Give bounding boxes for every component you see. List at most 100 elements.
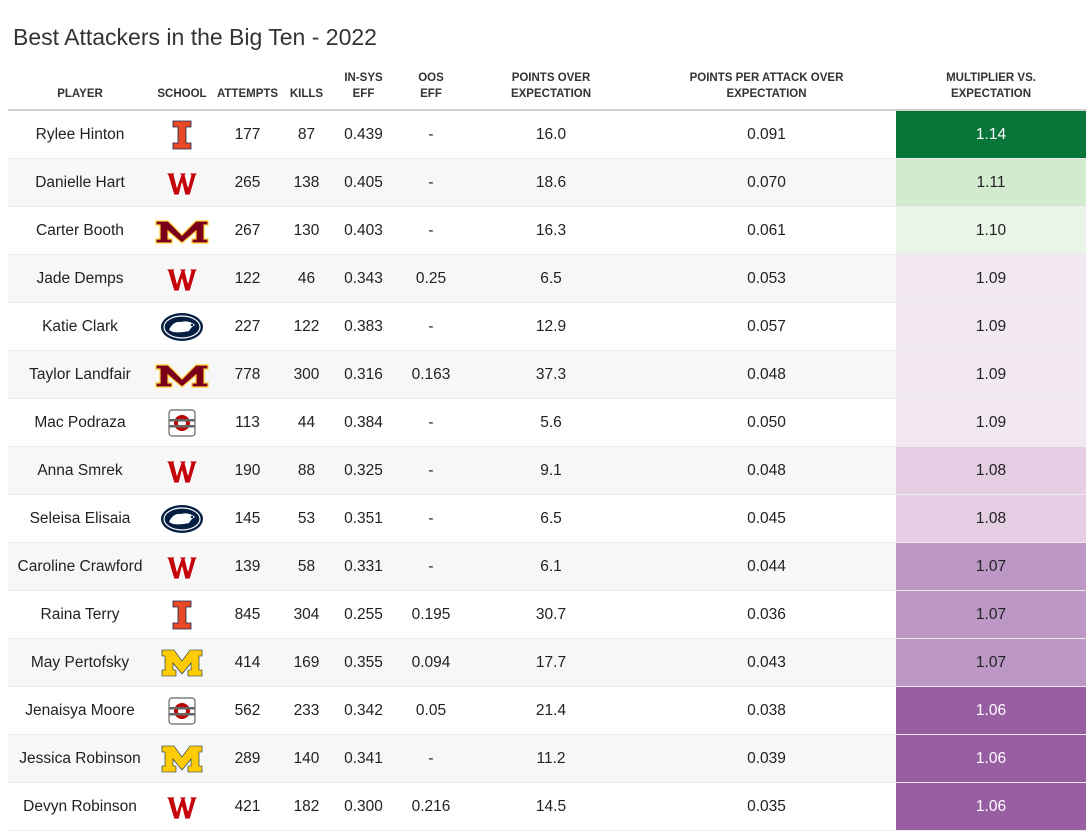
attempts-cell: 778 — [212, 350, 283, 399]
points-over-expectation-cell: 16.0 — [465, 110, 637, 159]
multiplier-cell: 1.06 — [896, 782, 1086, 831]
in-sys-eff-cell: 0.331 — [330, 542, 397, 591]
in-sys-eff-cell: 0.342 — [330, 686, 397, 735]
penn-state-logo-icon — [152, 311, 212, 343]
in-sys-eff-cell: 0.405 — [330, 158, 397, 207]
in-sys-eff-cell: 0.383 — [330, 302, 397, 351]
points-per-attack-cell: 0.039 — [637, 734, 896, 783]
player-name-cell: Jade Demps — [8, 254, 152, 303]
in-sys-eff-cell: 0.325 — [330, 446, 397, 495]
oos-eff-cell: 0.216 — [397, 782, 465, 831]
wisconsin-logo-icon — [152, 551, 212, 583]
header-row: PLAYER SCHOOL ATTEMPTS KILLS IN-SYS EFF O… — [8, 61, 1086, 111]
table-row: May Pertofsky 414 169 0.355 0.094 17.7 0.043 1.… — [8, 638, 1086, 687]
col-header-in-sys-line2: EFF — [352, 88, 375, 100]
in-sys-eff-cell: 0.439 — [330, 110, 397, 159]
points-over-expectation-cell: 6.1 — [465, 542, 637, 591]
attempts-cell: 414 — [212, 638, 283, 687]
col-header-oos-line1: OOS — [418, 72, 444, 84]
player-name-cell: Katie Clark — [8, 302, 152, 351]
oos-eff-cell: - — [397, 542, 465, 591]
attempts-cell: 139 — [212, 542, 283, 591]
school-logo-cell — [152, 446, 212, 495]
school-logo-cell — [152, 590, 212, 639]
points-over-expectation-cell: 17.7 — [465, 638, 637, 687]
col-header-in-sys-eff: IN-SYS EFF — [330, 61, 397, 111]
player-name-cell: Anna Smrek — [8, 446, 152, 495]
col-header-attempts: ATTEMPTS — [212, 61, 283, 111]
minnesota-logo-icon — [152, 359, 212, 391]
col-header-poe-line1: POINTS OVER — [511, 72, 591, 84]
illinois-logo-icon — [152, 599, 212, 631]
school-logo-cell — [152, 638, 212, 687]
kills-cell: 130 — [283, 206, 330, 255]
table-row: Rylee Hinton 177 87 0.439-16.0 0.091 1.14 — [8, 110, 1086, 159]
col-header-ppa-line1: POINTS PER ATTACK OVER — [689, 72, 844, 84]
points-per-attack-cell: 0.036 — [637, 590, 896, 639]
in-sys-eff-cell: 0.403 — [330, 206, 397, 255]
kills-cell: 44 — [283, 398, 330, 447]
points-per-attack-cell: 0.045 — [637, 494, 896, 543]
player-name-cell: Carter Booth — [8, 206, 152, 255]
kills-cell: 182 — [283, 782, 330, 831]
attempts-cell: 562 — [212, 686, 283, 735]
oos-eff-cell: - — [397, 302, 465, 351]
points-per-attack-cell: 0.048 — [637, 446, 896, 495]
multiplier-cell: 1.11 — [896, 158, 1086, 207]
attempts-cell: 421 — [212, 782, 283, 831]
ohio-state-logo-icon — [152, 695, 212, 727]
oos-eff-cell: 0.195 — [397, 590, 465, 639]
attempts-cell: 289 — [212, 734, 283, 783]
col-header-in-sys-line1: IN-SYS — [344, 72, 383, 84]
player-name-cell: Seleisa Elisaia — [8, 494, 152, 543]
player-name-cell: Devyn Robinson — [8, 782, 152, 831]
table-row: Carter Booth 267 130 0.403-16.3 0.061 1.10 — [8, 206, 1086, 255]
kills-cell: 46 — [283, 254, 330, 303]
points-over-expectation-cell: 18.6 — [465, 158, 637, 207]
in-sys-eff-cell: 0.316 — [330, 350, 397, 399]
points-over-expectation-cell: 16.3 — [465, 206, 637, 255]
multiplier-cell: 1.08 — [896, 494, 1086, 543]
penn-state-logo-icon — [152, 503, 212, 535]
oos-eff-cell: - — [397, 446, 465, 495]
points-per-attack-cell: 0.048 — [637, 350, 896, 399]
kills-cell: 87 — [283, 110, 330, 159]
school-logo-cell — [152, 350, 212, 399]
oos-eff-cell: 0.05 — [397, 686, 465, 735]
attempts-cell: 227 — [212, 302, 283, 351]
oos-eff-cell: - — [397, 398, 465, 447]
col-header-school: SCHOOL — [152, 61, 212, 111]
wisconsin-logo-icon — [152, 455, 212, 487]
player-name-cell: Taylor Landfair — [8, 350, 152, 399]
oos-eff-cell: - — [397, 494, 465, 543]
attempts-cell: 177 — [212, 110, 283, 159]
school-logo-cell — [152, 254, 212, 303]
player-name-cell: Mac Podraza — [8, 398, 152, 447]
col-header-points-over-expectation: POINTS OVER EXPECTATION — [465, 61, 637, 111]
wisconsin-logo-icon — [152, 791, 212, 823]
oos-eff-cell: 0.25 — [397, 254, 465, 303]
michigan-logo-icon — [152, 647, 212, 679]
table-row: Danielle Hart 265 138 0.405-18.6 0.070 1.11 — [8, 158, 1086, 207]
col-header-player: PLAYER — [8, 61, 152, 111]
col-header-mult-line1: MULTIPLIER VS. — [946, 72, 1036, 84]
col-header-oos-line2: EFF — [420, 88, 442, 100]
attempts-cell: 265 — [212, 158, 283, 207]
kills-cell: 138 — [283, 158, 330, 207]
col-header-poe-line2: EXPECTATION — [510, 88, 592, 100]
points-over-expectation-cell: 6.5 — [465, 494, 637, 543]
player-name-cell: May Pertofsky — [8, 638, 152, 687]
table-row: Caroline Crawford 139 58 0.331-6.1 0.044 1.07 — [8, 542, 1086, 591]
player-name-cell: Caroline Crawford — [8, 542, 152, 591]
multiplier-cell: 1.09 — [896, 350, 1086, 399]
points-per-attack-cell: 0.091 — [637, 110, 896, 159]
in-sys-eff-cell: 0.300 — [330, 782, 397, 831]
multiplier-cell: 1.09 — [896, 302, 1086, 351]
wisconsin-logo-icon — [152, 263, 212, 295]
oos-eff-cell: 0.094 — [397, 638, 465, 687]
attempts-cell: 845 — [212, 590, 283, 639]
michigan-logo-icon — [152, 743, 212, 775]
school-logo-cell — [152, 398, 212, 447]
col-header-multiplier: MULTIPLIER VS. EXPECTATION — [896, 61, 1086, 111]
illinois-logo-icon — [152, 119, 212, 151]
